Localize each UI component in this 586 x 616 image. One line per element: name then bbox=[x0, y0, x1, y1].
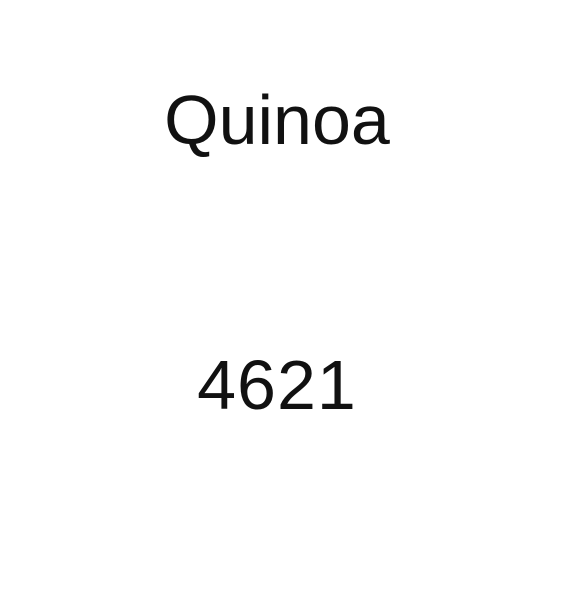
item-name: Quinoa bbox=[164, 81, 390, 159]
item-code: 4621 bbox=[197, 346, 357, 424]
